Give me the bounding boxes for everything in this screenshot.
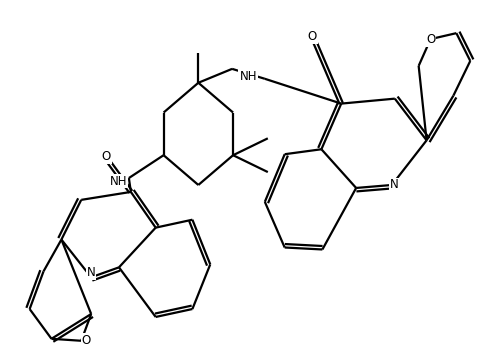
Text: NH: NH [109,174,127,187]
Text: O: O [81,334,91,347]
Text: N: N [87,266,96,279]
Text: NH: NH [240,70,257,83]
Text: O: O [102,150,111,163]
Text: N: N [389,178,398,191]
Text: O: O [308,29,317,43]
Text: O: O [426,33,435,46]
